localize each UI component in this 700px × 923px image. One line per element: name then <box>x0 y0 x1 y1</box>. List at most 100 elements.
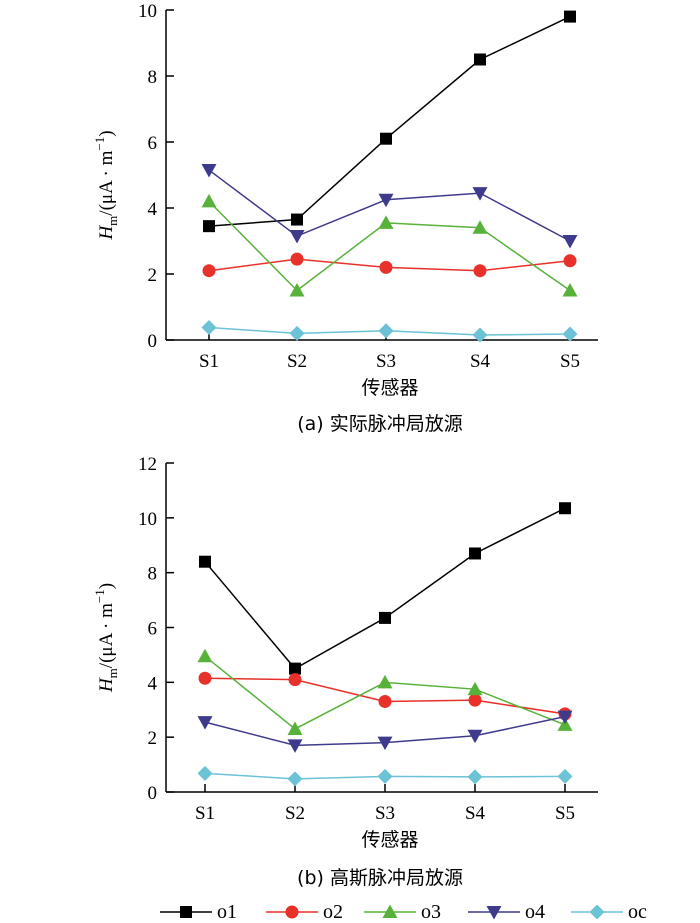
series-o4 <box>197 710 573 753</box>
data-point-o1 <box>469 547 481 560</box>
y-axis-title: Hm/(μA · m−1) <box>92 583 120 693</box>
data-point-oc <box>472 327 488 343</box>
x-axis-title: 传感器 <box>361 377 418 399</box>
chart-caption: (a) 实际脉冲局放源 <box>297 413 463 435</box>
data-point-o3 <box>377 674 393 689</box>
series-o3 <box>197 648 573 735</box>
data-point-o1 <box>199 555 211 568</box>
series-line-o4 <box>208 169 571 242</box>
data-point-o3 <box>562 283 578 297</box>
data-point-o2 <box>473 264 487 278</box>
data-point-o3 <box>472 220 488 234</box>
x-tick-label: S1 <box>199 351 219 372</box>
legend-marker <box>486 906 502 920</box>
y-tick-label: 6 <box>148 133 158 154</box>
data-point-o1 <box>564 10 576 23</box>
data-point-o2 <box>563 254 577 268</box>
data-point-oc <box>377 768 393 784</box>
data-point-o2 <box>290 252 304 266</box>
data-point-o4 <box>289 230 305 244</box>
x-tick-label: S4 <box>470 351 491 372</box>
y-tick-label: 4 <box>148 199 158 220</box>
data-point-o1 <box>291 213 303 226</box>
legend-marker <box>180 906 192 918</box>
data-point-o4 <box>378 193 394 208</box>
series-line-o3 <box>208 200 571 292</box>
series-o2 <box>202 252 577 278</box>
data-point-oc <box>287 771 303 787</box>
data-point-o3 <box>201 193 217 208</box>
series-o3 <box>201 193 578 297</box>
data-point-o3 <box>289 283 305 297</box>
series-o4 <box>201 164 578 249</box>
data-point-o3 <box>378 215 394 229</box>
y-tick-label: 10 <box>138 509 157 530</box>
chart-a: 0 2 4 6 8 10 S1 S2 S3 S4 S5 传感器 Hm/(μA · m−1) (a) 实际脉… <box>92 1 598 435</box>
legend-marker <box>285 905 299 919</box>
y-tick-label: 4 <box>148 673 158 694</box>
data-point-o4 <box>557 710 573 725</box>
data-point-o1 <box>203 220 215 233</box>
data-point-oc <box>201 319 217 335</box>
y-tick-label: 8 <box>148 67 158 88</box>
series-oc <box>197 765 573 787</box>
data-point-o2 <box>198 671 212 685</box>
legend-marker <box>382 904 398 918</box>
data-point-o2 <box>202 264 216 278</box>
data-point-oc <box>562 326 578 342</box>
y-tick-label: 2 <box>148 728 158 749</box>
series-line-o3 <box>204 655 566 730</box>
x-tick-label: S2 <box>285 803 305 824</box>
series-oc <box>201 319 578 343</box>
x-tick-label: S5 <box>560 351 580 372</box>
data-point-o4 <box>562 235 578 249</box>
data-point-o4 <box>201 164 217 178</box>
y-tick-label: 10 <box>138 1 157 22</box>
y-tick-label: 6 <box>148 619 158 640</box>
data-point-oc <box>378 323 394 339</box>
series-o1 <box>199 502 571 675</box>
legend-item-o1: o1 <box>160 901 237 923</box>
legend-item-o4: o4 <box>468 901 545 923</box>
series-o1 <box>203 10 576 233</box>
data-point-o3 <box>197 648 213 663</box>
legend-item-o3: o3 <box>364 901 441 923</box>
legend: o1 o2 o3 o4 oc <box>160 901 647 923</box>
legend-label: o1 <box>217 901 237 923</box>
y-tick-label: 2 <box>148 265 158 286</box>
chart-caption: (b) 高斯脉冲局放源 <box>297 867 463 889</box>
y-axis-title: Hm/(μA · m−1) <box>92 130 120 240</box>
data-point-o4 <box>467 729 483 744</box>
y-tick-label: 0 <box>148 331 158 352</box>
legend-item-o2: o2 <box>266 901 343 923</box>
data-point-oc <box>557 768 573 784</box>
data-point-o4 <box>287 739 303 753</box>
legend-label: o2 <box>323 901 343 923</box>
x-tick-label: S4 <box>465 803 486 824</box>
legend-item-oc: oc <box>571 901 647 923</box>
y-tick-label: 0 <box>148 783 158 804</box>
x-axis-title: 传感器 <box>361 829 418 851</box>
data-point-o2 <box>468 693 482 707</box>
data-point-oc <box>289 325 305 341</box>
legend-label: o3 <box>421 901 441 923</box>
legend-label: o4 <box>525 901 545 923</box>
data-point-o2 <box>378 695 392 709</box>
data-point-oc <box>197 765 213 781</box>
data-point-o4 <box>197 716 213 730</box>
data-point-oc <box>467 769 483 785</box>
x-tick-label: S3 <box>376 351 396 372</box>
data-point-o2 <box>288 673 302 687</box>
data-point-o3 <box>287 721 303 735</box>
data-point-o1 <box>380 132 392 145</box>
data-point-o1 <box>474 53 486 66</box>
data-point-o3 <box>467 681 483 696</box>
x-tick-label: S3 <box>375 803 395 824</box>
data-point-o1 <box>379 611 391 624</box>
x-tick-label: S2 <box>287 351 307 372</box>
x-tick-label: S5 <box>555 803 575 824</box>
data-point-o1 <box>289 662 301 675</box>
legend-label: oc <box>628 901 647 923</box>
data-point-o4 <box>472 187 488 201</box>
